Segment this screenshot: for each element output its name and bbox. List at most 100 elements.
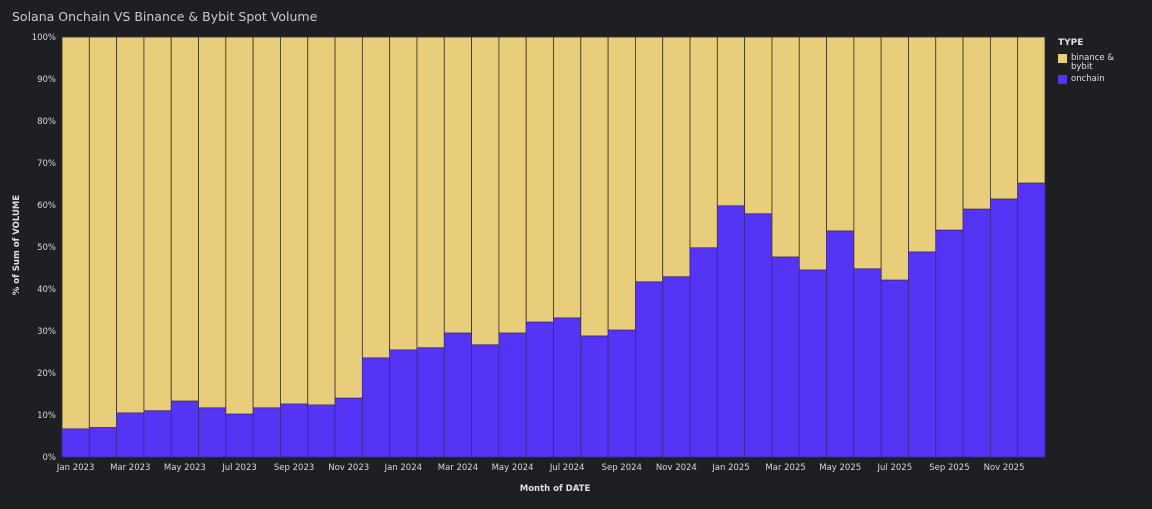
x-tick-label: Sep 2024 [602,463,642,473]
bar-onchain [361,357,391,458]
bar-binance-bybit [143,36,172,412]
x-tick-label: Nov 2023 [328,463,369,473]
bar-onchain [744,213,773,458]
bar-onchain [1017,182,1046,458]
bar-binance-bybit [443,36,472,334]
bar-binance-bybit [771,36,800,258]
legend-label: onchain [1071,74,1105,84]
bar-binance-bybit [525,36,554,323]
bar-onchain [471,344,500,458]
bar-binance-bybit [880,36,909,281]
y-tick-label: 60% [37,201,56,211]
bar-binance-bybit [853,36,882,270]
bar-onchain [307,404,336,458]
bar-onchain [908,251,937,458]
bar-onchain [525,321,554,458]
bar-binance-bybit [580,36,609,337]
x-tick-label: Mar 2025 [765,463,805,473]
bar-onchain [334,397,363,458]
y-tick-label: 0% [43,453,57,463]
bar-binance-bybit [170,36,199,402]
bar-onchain [989,198,1019,458]
bar-onchain [170,400,199,458]
bar-binance-bybit [689,36,718,249]
bar-binance-bybit [1017,36,1046,184]
y-tick-label: 40% [37,285,56,295]
x-tick-label: Jan 2025 [711,463,749,473]
legend-item-binance-bybit[interactable]: binance & bybit [1058,54,1121,72]
bar-onchain [689,247,718,458]
bar-binance-bybit [553,36,582,319]
bar-onchain [280,403,309,458]
y-axis-label: % of Sum of VOLUME [12,194,22,296]
bar-onchain [962,208,991,458]
bar-binance-bybit [88,36,118,429]
legend-label: binance & bybit [1071,53,1114,72]
bar-onchain [389,349,418,458]
bar-onchain [826,230,855,458]
bar-binance-bybit [416,36,445,349]
y-tick-label: 70% [37,159,56,169]
legend-title: TYPE [1058,38,1084,48]
bar-binance-bybit [198,36,227,409]
bar-onchain [143,410,172,458]
bar-onchain [771,256,800,458]
bar-onchain [252,407,281,458]
bar-onchain [716,205,746,458]
bar-binance-bybit [334,36,363,399]
y-tick-label: 90% [37,75,56,85]
bar-binance-bybit [116,36,145,414]
bar-onchain [635,281,664,458]
bar-binance-bybit [225,36,254,415]
x-tick-label: Jan 2024 [384,463,422,473]
bar-onchain [225,413,254,458]
bar-binance-bybit [471,36,500,346]
bar-binance-bybit [61,36,90,430]
bar-onchain [416,347,445,458]
y-tick-label: 100% [32,33,56,43]
bar-binance-bybit [935,36,964,231]
legend-swatch-onchain [1058,75,1067,84]
bar-binance-bybit [361,36,391,359]
bar-onchain [798,269,827,458]
x-tick-label: May 2024 [492,463,534,473]
x-tick-label: Sep 2023 [274,463,314,473]
bar-onchain [607,329,636,458]
x-tick-label: May 2025 [819,463,861,473]
legend-item-onchain[interactable]: onchain [1058,75,1121,84]
x-tick-label: May 2023 [164,463,206,473]
bar-onchain [198,407,227,458]
bar-onchain [935,229,964,458]
x-axis-label: Month of DATE [519,484,591,494]
y-tick-label: 80% [37,117,56,127]
bar-binance-bybit [989,36,1019,200]
bar-binance-bybit [389,36,418,351]
bar-onchain [662,276,691,458]
x-tick-label: Jul 2025 [877,463,913,473]
x-tick-label: Sep 2025 [929,463,969,473]
y-tick-label: 50% [37,243,56,253]
bar-binance-bybit [635,36,664,283]
y-tick-label: 10% [37,411,56,421]
bar-onchain [116,412,145,458]
bar-onchain [853,268,882,458]
y-tick-label: 30% [37,327,56,337]
x-tick-label: Mar 2024 [438,463,478,473]
bar-onchain [553,317,582,458]
x-tick-label: Mar 2023 [110,463,150,473]
bar-binance-bybit [744,36,773,215]
bar-onchain [443,332,472,458]
legend: TYPE binance & bybit onchain [1058,38,1121,87]
bar-binance-bybit [716,36,746,207]
bar-binance-bybit [252,36,281,409]
bar-onchain [88,427,118,458]
bar-onchain [61,428,90,458]
bar-binance-bybit [280,36,309,405]
x-tick-label: Jul 2024 [549,463,585,473]
bar-binance-bybit [908,36,937,253]
x-tick-label: Nov 2024 [656,463,697,473]
bar-binance-bybit [498,36,527,334]
bar-onchain [880,279,909,458]
bar-binance-bybit [962,36,991,210]
